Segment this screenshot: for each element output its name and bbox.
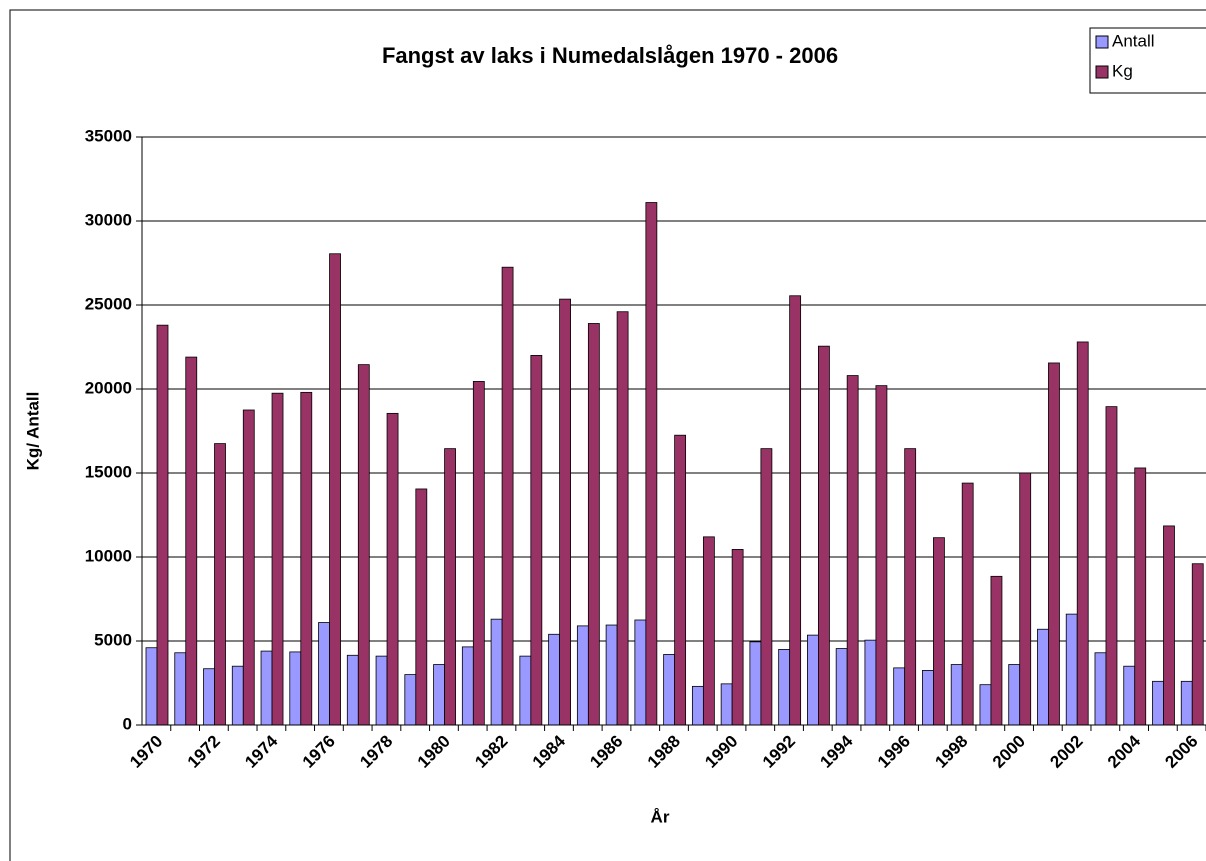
bar bbox=[634, 619, 647, 726]
bar bbox=[530, 354, 543, 726]
bar bbox=[835, 648, 848, 726]
bar bbox=[616, 311, 629, 726]
bar bbox=[548, 633, 560, 726]
bar bbox=[404, 674, 417, 726]
bar bbox=[329, 253, 341, 726]
y-tick-label: 20000 bbox=[85, 378, 132, 397]
bar bbox=[203, 668, 215, 726]
bar bbox=[1048, 362, 1060, 726]
bar bbox=[461, 646, 474, 726]
legend-label: Antall bbox=[1112, 31, 1155, 50]
y-tick-label: 15000 bbox=[85, 462, 132, 481]
bar bbox=[1065, 613, 1078, 726]
bar bbox=[214, 443, 226, 726]
bar bbox=[846, 375, 859, 726]
bar bbox=[950, 664, 963, 726]
bar bbox=[778, 649, 791, 726]
bar bbox=[242, 409, 255, 726]
bar bbox=[1037, 628, 1049, 726]
bar bbox=[444, 448, 456, 726]
bar bbox=[289, 651, 302, 726]
bar bbox=[789, 295, 802, 726]
bar bbox=[922, 670, 934, 726]
y-tick-label: 25000 bbox=[85, 294, 132, 313]
bar bbox=[760, 448, 773, 726]
bar bbox=[174, 652, 187, 726]
bar bbox=[933, 537, 945, 726]
bar bbox=[490, 618, 503, 726]
bar bbox=[576, 625, 589, 726]
y-tick-label: 10000 bbox=[85, 546, 132, 565]
bar bbox=[300, 391, 313, 726]
bar bbox=[1152, 680, 1164, 726]
legend-swatch bbox=[1095, 35, 1109, 49]
bar bbox=[271, 392, 284, 726]
bar bbox=[731, 549, 744, 726]
bar bbox=[691, 685, 704, 726]
bar bbox=[875, 385, 888, 726]
bar bbox=[587, 323, 600, 726]
bar bbox=[1076, 341, 1089, 726]
bar bbox=[663, 654, 676, 726]
bar bbox=[472, 381, 485, 726]
bar bbox=[645, 202, 658, 726]
bar bbox=[1105, 406, 1118, 726]
bar bbox=[749, 641, 762, 726]
bar bbox=[1191, 563, 1204, 726]
bar bbox=[990, 575, 1003, 726]
bar bbox=[433, 664, 445, 726]
bar bbox=[1163, 525, 1175, 726]
bar bbox=[559, 298, 571, 726]
bar bbox=[1094, 652, 1107, 726]
y-tick-label: 5000 bbox=[94, 630, 132, 649]
bar bbox=[346, 654, 359, 726]
bar bbox=[818, 345, 830, 726]
bar bbox=[979, 684, 992, 726]
bar bbox=[702, 536, 715, 726]
bar bbox=[415, 488, 428, 726]
bar bbox=[156, 324, 169, 726]
bar bbox=[1008, 664, 1021, 726]
y-axis-label: Kg/ Antall bbox=[23, 392, 42, 471]
bar bbox=[1180, 680, 1193, 726]
bar bbox=[720, 683, 733, 726]
x-axis-label: År bbox=[651, 807, 670, 826]
legend-swatch bbox=[1095, 65, 1109, 79]
chart-title: Fangst av laks i Numedalslågen 1970 - 20… bbox=[382, 43, 838, 68]
bar bbox=[501, 266, 514, 726]
y-tick-label: 35000 bbox=[85, 126, 132, 145]
bar bbox=[893, 667, 906, 726]
bar bbox=[807, 634, 819, 726]
legend-box bbox=[1089, 27, 1206, 94]
y-tick-label: 30000 bbox=[85, 210, 132, 229]
bar bbox=[260, 650, 273, 726]
bar bbox=[386, 412, 399, 726]
bar bbox=[145, 647, 158, 726]
bar bbox=[605, 624, 618, 726]
bar bbox=[674, 434, 687, 726]
bar bbox=[231, 665, 244, 726]
bar bbox=[375, 655, 388, 726]
bar bbox=[1134, 467, 1147, 726]
bar bbox=[864, 639, 877, 726]
bar bbox=[357, 364, 370, 726]
bar bbox=[904, 448, 917, 726]
bar bbox=[961, 482, 974, 726]
y-tick-label: 0 bbox=[123, 714, 132, 733]
bar bbox=[1019, 472, 1032, 726]
legend-label: Kg bbox=[1112, 61, 1133, 80]
bar bbox=[519, 655, 532, 726]
bar bbox=[1123, 665, 1136, 726]
bar bbox=[318, 622, 330, 726]
bar bbox=[185, 356, 198, 726]
